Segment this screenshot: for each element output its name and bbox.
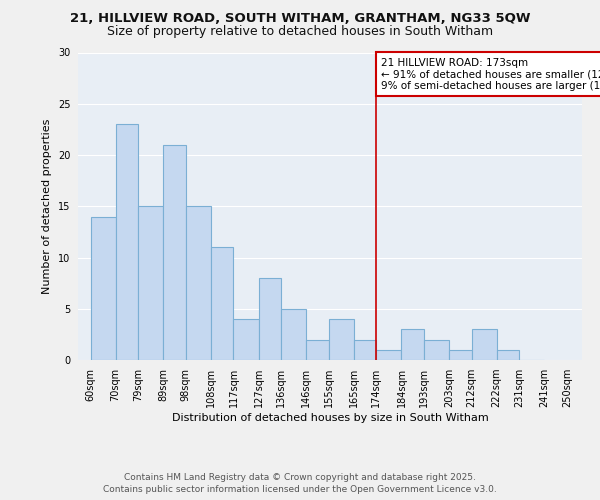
Bar: [91, 216, 116, 360]
Bar: [424, 340, 449, 360]
Y-axis label: Number of detached properties: Number of detached properties: [43, 118, 52, 294]
Bar: [401, 329, 424, 360]
Bar: [281, 308, 306, 360]
Bar: [233, 319, 259, 360]
Bar: [449, 350, 472, 360]
Bar: [259, 278, 281, 360]
Bar: [306, 340, 329, 360]
Bar: [116, 124, 138, 360]
Bar: [376, 350, 401, 360]
Bar: [163, 145, 186, 360]
Text: 21 HILLVIEW ROAD: 173sqm
← 91% of detached houses are smaller (123)
9% of semi-d: 21 HILLVIEW ROAD: 173sqm ← 91% of detach…: [382, 58, 600, 91]
Bar: [329, 319, 354, 360]
Bar: [354, 340, 376, 360]
Bar: [497, 350, 520, 360]
Text: Contains HM Land Registry data © Crown copyright and database right 2025.
Contai: Contains HM Land Registry data © Crown c…: [103, 473, 497, 494]
Bar: [472, 329, 497, 360]
Text: Size of property relative to detached houses in South Witham: Size of property relative to detached ho…: [107, 25, 493, 38]
Text: 21, HILLVIEW ROAD, SOUTH WITHAM, GRANTHAM, NG33 5QW: 21, HILLVIEW ROAD, SOUTH WITHAM, GRANTHA…: [70, 12, 530, 26]
X-axis label: Distribution of detached houses by size in South Witham: Distribution of detached houses by size …: [172, 412, 488, 422]
Bar: [211, 247, 233, 360]
Bar: [138, 206, 163, 360]
Bar: [186, 206, 211, 360]
